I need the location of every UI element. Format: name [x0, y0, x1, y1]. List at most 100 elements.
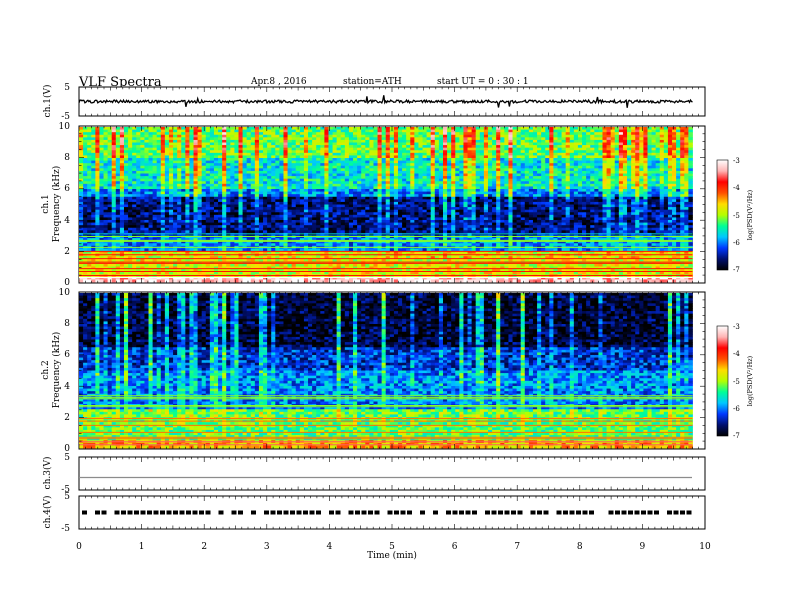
- spectrogram-cell: [353, 168, 358, 172]
- spectrogram-cell: [238, 217, 243, 221]
- spectrogram-cell: [205, 145, 211, 149]
- spectrogram-cell: [87, 170, 92, 174]
- spectrogram-cell: [332, 248, 338, 252]
- spectrogram-cell: [132, 147, 137, 151]
- spectrogram-cell: [160, 266, 166, 270]
- spectrogram-cell: [381, 186, 387, 190]
- spectrogram-cell: [115, 243, 121, 247]
- spectrogram-cell: [185, 155, 190, 159]
- spectrogram-cell: [291, 163, 297, 167]
- spectrogram-cell: [357, 127, 362, 130]
- spectrogram-cell: [295, 129, 301, 133]
- spectrogram-cell: [160, 152, 166, 156]
- spectrogram-cell: [287, 160, 293, 164]
- spectrogram-cell: [279, 269, 284, 273]
- spectrogram-cell: [107, 201, 113, 205]
- spectrogram-cell: [115, 263, 121, 267]
- spectrogram-cell: [279, 142, 284, 146]
- spectrogram-cell: [218, 217, 223, 221]
- spectrogram-cell: [193, 261, 199, 265]
- spectrogram-cell: [246, 176, 252, 180]
- spectrogram-cell: [185, 160, 190, 164]
- spectrogram-cell: [254, 225, 260, 229]
- spectrogram-cell: [369, 181, 374, 185]
- spectrogram-cell: [148, 183, 154, 187]
- spectrogram-cell: [230, 263, 235, 267]
- spectrogram-cell: [226, 178, 231, 182]
- spectrogram-cell: [410, 194, 415, 198]
- spectrogram-cell: [218, 207, 223, 211]
- spectrogram-cell: [205, 204, 211, 208]
- spectrogram-cell: [324, 158, 329, 161]
- spectrogram-cell: [181, 145, 186, 149]
- spectrogram-cell: [271, 217, 276, 221]
- spectrogram-cell: [303, 271, 309, 275]
- spectrogram-cell: [226, 238, 231, 242]
- spectrogram-cell: [308, 248, 313, 252]
- spectrogram-cell: [79, 212, 84, 216]
- spectrogram-cell: [357, 181, 362, 185]
- spectrogram-cell: [263, 217, 268, 221]
- spectrogram-cell: [119, 266, 125, 270]
- spectrogram-cell: [275, 217, 280, 221]
- spectrogram-cell: [107, 209, 113, 213]
- spectrogram-cell: [258, 155, 264, 159]
- spectrogram-cell: [160, 212, 166, 216]
- spectrogram-cell: [410, 181, 415, 185]
- spectrogram-cell: [279, 266, 284, 270]
- spectrogram-cell: [316, 251, 321, 254]
- spectrogram-cell: [308, 227, 313, 231]
- spectrogram-cell: [136, 251, 141, 254]
- spectrogram-cell: [389, 212, 395, 216]
- spectrogram-cell: [287, 158, 293, 161]
- spectrogram-cell: [377, 214, 383, 218]
- spectrogram-cell: [160, 158, 166, 161]
- spectrogram-cell: [373, 165, 378, 169]
- spectrogram-cell: [340, 196, 346, 200]
- spectrogram-cell: [406, 251, 411, 254]
- spectrogram-cell: [123, 227, 129, 231]
- spectrogram-cell: [410, 196, 415, 200]
- spectrogram-cell: [226, 240, 231, 244]
- spectrogram-cell: [132, 258, 137, 262]
- spectrogram-cell: [353, 165, 358, 169]
- spectrogram-cell: [263, 145, 268, 149]
- spectrogram-cell: [140, 189, 145, 192]
- spectrogram-cell: [279, 240, 284, 244]
- spectrogram-cell: [316, 256, 321, 260]
- spectrogram-cell: [193, 155, 199, 159]
- spectrogram-cell: [222, 155, 227, 159]
- spectrogram-cell: [336, 269, 342, 273]
- spectrogram-cell: [189, 152, 194, 156]
- spectrogram-cell: [263, 191, 268, 195]
- spectrogram-cell: [312, 181, 317, 185]
- spectrogram-cell: [344, 145, 350, 149]
- spectrogram-cell: [238, 251, 243, 254]
- spectrogram-cell: [103, 181, 109, 185]
- spectrogram-cell: [226, 194, 231, 198]
- spectrogram-cell: [324, 191, 329, 195]
- spectrogram-cell: [303, 189, 309, 192]
- spectrogram-cell: [283, 163, 288, 167]
- spectrogram-cell: [230, 214, 235, 218]
- spectrogram-cell: [185, 152, 190, 156]
- spectrogram-cell: [83, 147, 88, 151]
- spectrogram-cell: [308, 183, 313, 187]
- spectrogram-cell: [103, 173, 109, 177]
- spectrogram-cell: [177, 227, 182, 231]
- spectrogram-cell: [226, 263, 231, 267]
- spectrogram-cell: [353, 194, 358, 198]
- spectrogram-cell: [344, 204, 350, 208]
- spectrogram-cell: [128, 212, 133, 216]
- spectrogram-cell: [369, 276, 374, 280]
- spectrogram-cell: [136, 183, 141, 187]
- spectrogram-cell: [410, 173, 415, 177]
- spectrogram-cell: [103, 266, 109, 270]
- spectrogram-cell: [385, 152, 391, 156]
- spectrogram-cell: [168, 147, 174, 151]
- spectrogram-cell: [87, 160, 92, 164]
- spectrogram-cell: [402, 248, 407, 252]
- spectrogram-cell: [144, 137, 149, 141]
- spectrogram-cell: [308, 240, 313, 244]
- spectrogram-cell: [128, 183, 133, 187]
